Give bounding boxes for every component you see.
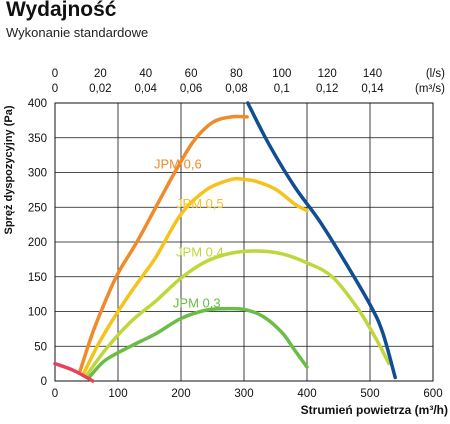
series-label: JPM 0,5 [176,196,224,211]
x-axis-label: Strumień powietrza (m³/h) [301,403,448,417]
label-layer: JPM 0,6 JPM 0,5 JPM 0,4 JPM 0,3 [154,156,224,310]
y-tick-label: 0 [41,376,47,388]
series-line-jpm-0-6 [78,114,249,373]
y-tick-label: 150 [28,272,47,284]
top-ls-tick-label: 80 [230,68,243,80]
page-subtitle: Wykonanie standardowe [6,25,149,40]
series-line-jpm-0-5 [81,176,309,376]
top-axis-ls-unit: (l/s) [426,68,445,80]
top-m3s-tick-label: 0,08 [225,83,247,95]
top-ls-tick-label: 0 [52,68,58,80]
x-tick-label: 100 [108,388,127,400]
x-tick-label: 0 [52,388,58,400]
y-tick-label: 200 [28,237,47,249]
top-ls-tick-label: 40 [139,68,152,80]
top-ls-tick-label: 120 [318,68,337,80]
series-line-jpm-0-3 [87,306,309,379]
x-tick-label: 400 [297,388,316,400]
x-tick-label: 300 [234,388,253,400]
top-ls-tick-label: 20 [94,68,107,80]
top-m3s-tick-label: 0,02 [89,83,111,95]
series-line-limit [246,101,397,380]
top-m3s-tick-label: 0,04 [135,83,158,95]
top-ls-tick-label: 60 [185,68,198,80]
y-tick-label: 100 [28,307,47,319]
y-tick-label: 50 [34,341,47,353]
x-tick-label: 500 [360,388,379,400]
top-m3s-tick-label: 0,14 [361,83,384,95]
y-tick-label: 350 [28,133,47,145]
x-tick-label: 600 [423,388,442,400]
top-m3s-tick-label: 0,1 [274,83,290,95]
top-m3s-tick-label: 0,12 [316,83,338,95]
grid-layer [54,102,434,382]
series-layer [53,101,397,383]
top-ls-tick-label: 140 [363,68,382,80]
top-m3s-tick-label: 0 [52,83,58,95]
series-label: JPM 0,4 [176,245,224,260]
series-line-jpm-0-4 [84,249,391,378]
y-tick-label: 400 [28,98,47,110]
y-tick-label: 250 [28,202,47,214]
series-label: JPM 0,3 [173,295,221,310]
y-tick-label: 300 [28,168,47,180]
axis-layer: 0 100 200 300 400 500 600050100150200250300350… [28,68,443,400]
series-label: JPM 0,6 [154,156,202,171]
top-axis-m3s-unit: (m³/s) [415,83,445,95]
page-title: Wydajność [6,0,117,21]
x-tick-label: 200 [171,388,190,400]
series-line-limit [53,361,95,383]
top-ls-tick-label: 100 [272,68,291,80]
y-axis-label: Spręż dyspozycyjny (Pa) [3,105,15,234]
top-m3s-tick-label: 0,06 [180,83,202,95]
